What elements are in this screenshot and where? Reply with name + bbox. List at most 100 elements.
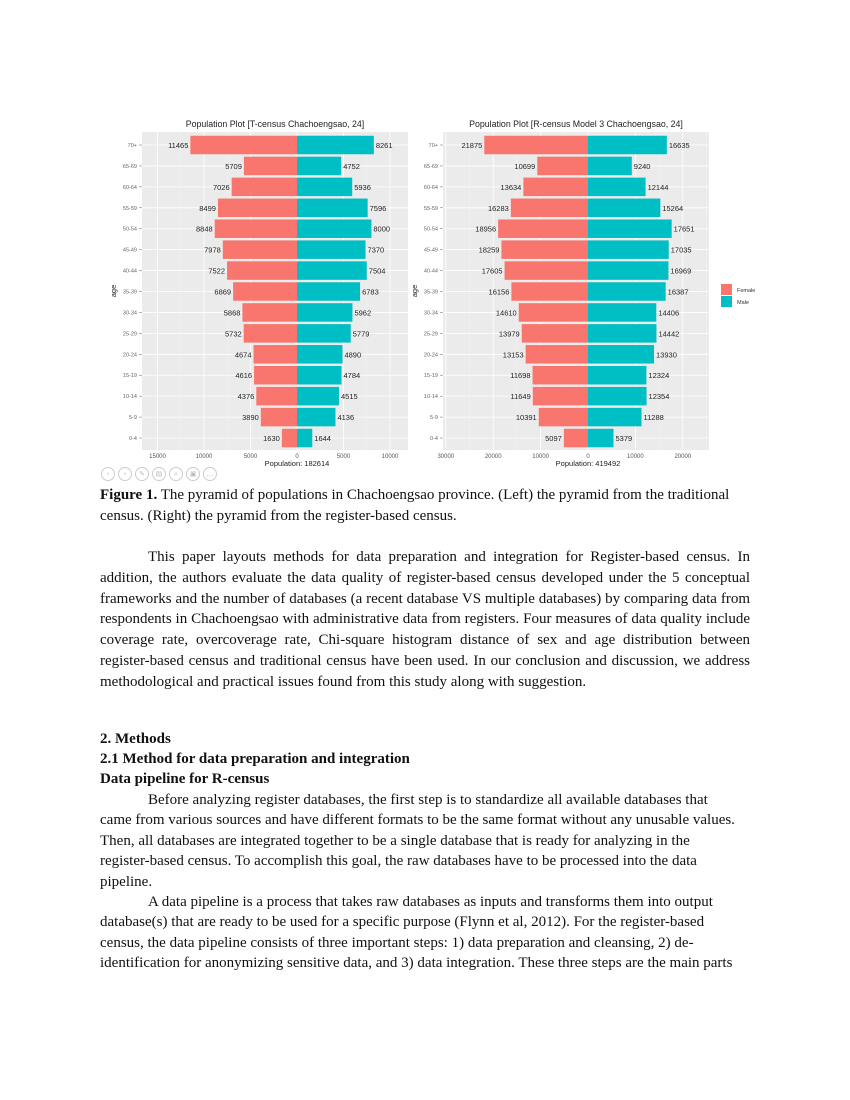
bar-male: [297, 345, 343, 364]
data-label-female: 11698: [510, 371, 530, 380]
viewer-toolbar: ‹ › ✎ ▤ ⌕ ▣…: [101, 467, 217, 481]
text-line: register-based census. To accomplish thi…: [100, 853, 697, 870]
text-line: Then, all databases are integrated toget…: [100, 832, 690, 849]
subsection-heading: 2.1 Method for data preparation and inte…: [100, 751, 410, 767]
bar-male: [297, 428, 313, 448]
save-icon[interactable]: ▣: [186, 467, 200, 481]
next-icon[interactable]: ›: [118, 467, 132, 481]
bar-male: [297, 407, 336, 427]
data-label-male: 15264: [662, 204, 683, 213]
bar-male: [588, 324, 657, 343]
bar-male: [297, 324, 351, 343]
y-tick-label: 70+: [128, 143, 137, 149]
bar-female: [214, 219, 297, 238]
figure-caption-line-1: Figure 1. The pyramid of populations in …: [100, 485, 750, 505]
data-label-female: 8499: [199, 204, 216, 213]
data-label-male: 4752: [343, 162, 360, 171]
text-line: identification for anonymizing sensitive…: [100, 955, 733, 972]
bar-female: [532, 365, 588, 385]
data-label-female: 16156: [489, 288, 510, 297]
data-label-female: 3890: [242, 413, 259, 422]
text-line: frameworks and the number of databases (…: [100, 590, 750, 607]
bar-female: [498, 219, 588, 238]
legend-label: Female: [737, 288, 755, 294]
bar-male: [297, 156, 342, 176]
zoom-icon[interactable]: ⌕: [169, 467, 183, 481]
x-tick-label: 5000: [337, 454, 351, 460]
text-line: Before analyzing register databases, the…: [148, 792, 708, 808]
x-tick-label: 10000: [627, 454, 644, 460]
bar-male: [297, 365, 342, 385]
data-label-female: 18259: [479, 246, 500, 255]
bar-male: [588, 428, 614, 448]
text-line: respondents in Chachoengsao with adminis…: [100, 611, 750, 628]
figure-label: Figure 1.: [100, 487, 158, 503]
bar-female: [525, 345, 588, 364]
data-label-female: 4376: [238, 392, 255, 401]
print-icon[interactable]: ▤: [152, 467, 166, 481]
bar-female: [227, 261, 297, 280]
y-tick-label: 45-49: [123, 248, 137, 254]
sub-subheading: Data pipeline for R-census: [100, 771, 270, 787]
y-tick-label: 65-69: [424, 164, 438, 170]
data-label-male: 13930: [656, 350, 677, 359]
text-line: This paper layouts methods for data prep…: [148, 549, 750, 565]
x-tick-label: 20000: [485, 454, 502, 460]
data-label-male: 12144: [648, 183, 669, 192]
y-tick-label: 35-39: [123, 290, 137, 296]
y-tick-label: 10-14: [123, 394, 137, 400]
data-label-male: 8261: [376, 141, 393, 150]
bar-female: [233, 282, 297, 301]
data-label-female: 10391: [516, 413, 537, 422]
text-line: coverage rate, overcoverage rate, Chi-sq…: [100, 632, 750, 649]
bar-male: [297, 261, 367, 280]
data-label-male: 16387: [668, 288, 689, 297]
data-label-male: 8000: [373, 225, 390, 234]
y-tick-label: 30-34: [123, 310, 137, 316]
bar-female: [523, 177, 588, 197]
data-label-female: 5868: [224, 308, 241, 317]
y-tick-label: 10-14: [424, 394, 438, 400]
prev-icon[interactable]: ‹: [101, 467, 115, 481]
text-line: pipeline.: [100, 873, 153, 890]
bar-male: [588, 282, 666, 301]
bar-female: [538, 407, 588, 427]
bar-female: [504, 261, 588, 280]
data-label-female: 21875: [461, 141, 482, 150]
legend-swatch-male: [721, 296, 732, 307]
bar-female: [518, 303, 588, 322]
pen-icon[interactable]: ✎: [135, 467, 149, 481]
bar-male: [588, 345, 655, 364]
more-icon[interactable]: …: [203, 467, 217, 481]
bar-female: [222, 240, 297, 259]
data-label-female: 11465: [168, 141, 188, 150]
y-tick-label: 55-59: [123, 206, 137, 212]
data-label-male: 7596: [370, 204, 387, 213]
data-label-female: 6869: [214, 288, 231, 297]
data-label-male: 16969: [670, 267, 691, 276]
data-label-male: 4515: [341, 392, 358, 401]
caption-text: The pyramid of populations in Chachoengs…: [157, 487, 730, 503]
y-tick-label: 65-69: [123, 164, 137, 170]
bar-female: [190, 135, 297, 155]
data-label-female: 5097: [545, 434, 562, 443]
data-label-female: 4674: [235, 350, 252, 359]
x-tick-label: 10000: [532, 454, 549, 460]
y-tick-label: 45-49: [424, 248, 438, 254]
y-tick-label: 5-9: [430, 415, 438, 421]
text-line: census, the data pipeline consists of th…: [100, 934, 694, 951]
data-label-male: 7370: [368, 246, 385, 255]
data-label-male: 1644: [314, 434, 331, 443]
population-pyramid-figures: 15000 10000 5000 0 5000 10000 70+ 65-69 60-64 55-…: [109, 119, 755, 468]
x-tick-label: 0: [295, 454, 299, 460]
bar-male: [297, 198, 368, 218]
text-line: database(s) that are ready to be used fo…: [100, 914, 705, 931]
data-label-male: 14406: [658, 308, 679, 317]
y-tick-label: 25-29: [123, 331, 137, 337]
bar-male: [588, 386, 647, 406]
bar-female: [484, 135, 588, 155]
bar-female: [256, 386, 297, 406]
text-line: methodological and practical issues foun…: [100, 673, 587, 690]
text-line: came from various sources and have diffe…: [100, 812, 735, 829]
data-label-female: 13153: [503, 350, 524, 359]
